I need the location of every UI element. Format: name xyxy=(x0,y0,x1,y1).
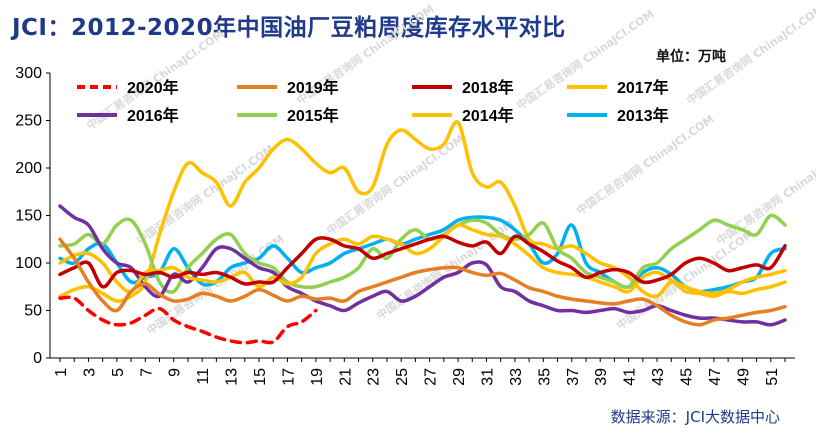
x-tick-label: 33 xyxy=(508,368,525,386)
watermark-text: 中国汇易咨询网 ChinaJCI.COM xyxy=(684,2,816,108)
x-tick-label: 45 xyxy=(678,368,695,386)
y-tick-label: 200 xyxy=(15,160,42,177)
data-source: 数据来源：JCI大数据中心 xyxy=(610,408,780,426)
series-line-2017年 xyxy=(58,223,787,296)
y-tick-label: 150 xyxy=(15,208,42,225)
y-tick-label: 0 xyxy=(33,350,42,367)
x-tick-label: 3 xyxy=(81,368,98,377)
series-lines xyxy=(58,120,787,345)
x-tick-label: 1 xyxy=(53,368,70,377)
series-line-2018年 xyxy=(58,234,787,289)
series-line-2014年 xyxy=(58,120,787,303)
x-tick-label: 29 xyxy=(451,368,468,386)
x-tick-label: 37 xyxy=(565,368,582,386)
legend-label: 2015年 xyxy=(287,106,339,125)
x-tick-label: 49 xyxy=(735,368,752,386)
x-tick-label: 39 xyxy=(593,368,610,386)
series-line-2020年 xyxy=(58,295,318,345)
watermark-text: 中国汇易咨询网 ChinaJCI.COM xyxy=(574,112,717,218)
legend-label: 2013年 xyxy=(617,106,669,125)
x-tick-label: 47 xyxy=(707,368,724,386)
watermark-text: 中国汇易咨询网 ChinaJCI.COM xyxy=(714,142,816,248)
watermark-layer: 中国汇易咨询网 ChinaJCI.COM 中国汇易咨询网 ChinaJCI.COM… xyxy=(84,2,816,338)
series-line-2019年 xyxy=(58,237,787,327)
legend-label: 2020年 xyxy=(127,78,179,97)
x-tick-label: 15 xyxy=(252,368,269,386)
x-tick-label: 41 xyxy=(622,368,639,386)
x-tick-label: 25 xyxy=(394,368,411,386)
chart-title: JCI：2012-2020年中国油厂豆粕周度库存水平对比 xyxy=(12,15,566,41)
unit-label: 单位：万吨 xyxy=(656,49,726,65)
legend-label: 2016年 xyxy=(127,106,179,125)
legend: 2020年 2019年 2018年 2017年 2016年 2015年 2014年 2013年 xyxy=(77,78,669,125)
series-line-2016年 xyxy=(58,204,787,327)
x-tick-label: 21 xyxy=(337,368,354,386)
legend-label: 2018年 xyxy=(462,78,514,97)
x-tick-label: 27 xyxy=(423,368,440,386)
legend-label: 2014年 xyxy=(462,106,514,125)
x-tick-label: 19 xyxy=(309,368,326,386)
x-tick-label: 17 xyxy=(280,368,297,386)
y-tick-label: 50 xyxy=(24,303,42,320)
x-tick-label: 9 xyxy=(167,368,184,377)
watermark-text: 中国汇易咨询网 ChinaJCI.COM xyxy=(134,142,277,248)
x-tick-label: 11 xyxy=(195,368,212,385)
series-line-2015年 xyxy=(58,213,787,294)
watermark-text: 中国汇易咨询网 ChinaJCI.COM xyxy=(324,132,467,238)
x-tick-label: 7 xyxy=(138,368,155,377)
x-tick-label: 35 xyxy=(536,368,553,386)
x-tick-label: 5 xyxy=(110,368,127,377)
y-tick-label: 300 xyxy=(15,65,42,82)
y-tick-label: 100 xyxy=(15,255,42,272)
legend-label: 2017年 xyxy=(617,78,669,97)
x-tick-label: 51 xyxy=(764,368,781,386)
series-line-2013年 xyxy=(58,215,787,294)
legend-label: 2019年 xyxy=(287,78,339,97)
x-tick-label: 31 xyxy=(479,368,496,386)
x-tick-label: 43 xyxy=(650,368,667,386)
x-tick-label: 23 xyxy=(366,368,383,386)
y-tick-label: 250 xyxy=(15,113,42,130)
x-tick-label: 13 xyxy=(224,368,241,386)
